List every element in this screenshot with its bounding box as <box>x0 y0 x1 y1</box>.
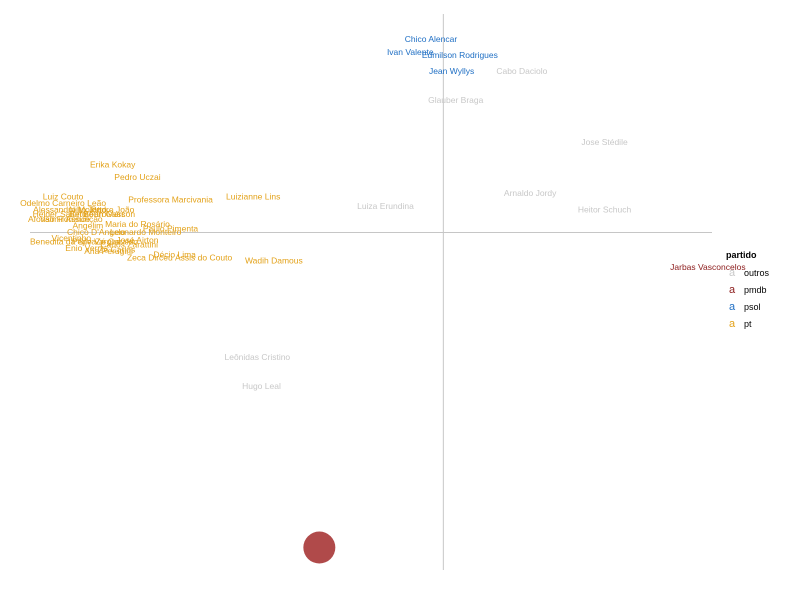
point-label: Jose Stédile <box>581 137 628 147</box>
point-label: Odelmo Carneiro Leão <box>20 198 106 208</box>
point-label: Ana Perugini <box>84 246 133 256</box>
point-label: Vicentinho <box>52 233 92 243</box>
point-label: Cabo Daciolo <box>496 66 547 76</box>
point-label: Beto Faro <box>69 209 107 219</box>
point-label: Glauber Braga <box>428 95 484 105</box>
point-label: Helder Salomão <box>33 209 94 219</box>
point-label: Wadih Damous <box>245 256 303 266</box>
legend-key: a <box>728 300 736 313</box>
point-label: Carlos Zarattini <box>100 240 158 250</box>
point-label: Maria do Rosário <box>105 219 170 229</box>
legend-label: pt <box>744 318 752 329</box>
legend: partido a outros a pmdb a psol a pt <box>726 250 769 332</box>
point-label: Chico Alencar <box>405 34 458 44</box>
point-label: Zé Geraldo <box>96 236 139 246</box>
point-label: Jean Wyllys <box>429 66 474 76</box>
legend-key: a <box>728 266 736 279</box>
point-label: Erika Kokay <box>90 159 136 169</box>
point-label: Zeca Dirceu <box>127 253 173 263</box>
legend-item-outros: a outros <box>726 264 769 281</box>
point-label: Décio Lima <box>153 249 196 259</box>
point-label: Ivan Valente <box>387 47 434 57</box>
point-label: Paulo Pimenta <box>143 224 199 234</box>
point-label: Luiza Erundina <box>357 201 414 211</box>
legend-label: outros <box>744 267 770 278</box>
point-label: Marcon <box>107 209 136 219</box>
point-label: Valmir Assunção <box>40 214 103 224</box>
point-label: Pepe Vargas <box>72 236 121 246</box>
point-label: Padre João <box>91 204 135 214</box>
point-label: Professora Marcivania <box>128 195 213 205</box>
point-label: José Airton <box>116 235 158 245</box>
point-label: Luizianne Lins <box>226 191 280 201</box>
point-label: Benedita da Silva <box>30 236 96 246</box>
point-label: Zé Carlos <box>98 244 135 254</box>
point-label: Assis do Couto <box>175 253 232 263</box>
point-label: Leônidas Cristino <box>224 352 290 362</box>
point-label: Afonso Florence <box>28 214 90 224</box>
point-label: Alessandro Molon <box>33 204 101 214</box>
point-label: Bohn Gass <box>83 209 125 219</box>
point-label: Heitor Schuch <box>578 204 632 214</box>
point-label: Luiz Couto <box>43 191 84 201</box>
point-label: Jarbas Vasconcelos <box>670 262 745 272</box>
legend-item-psol: a psol <box>726 298 769 315</box>
point-label: Enio Verri <box>65 243 102 253</box>
legend-item-pt: a pt <box>726 315 769 332</box>
legend-label: pmdb <box>744 284 767 295</box>
point-label: Pedro Uczai <box>114 172 160 182</box>
legend-title: partido <box>726 250 757 260</box>
point-label: Arnaldo Jordy <box>504 188 557 198</box>
point-label: Nilto Tatto <box>69 204 107 214</box>
legend-item-pmdb: a pmdb <box>726 281 769 298</box>
point-label: Edmilson Rodrigues <box>422 50 498 60</box>
legend-key: a <box>728 317 736 330</box>
highlight-point <box>303 531 336 564</box>
point-label: Chico D'Angelo <box>67 227 126 237</box>
point-label: Leonardo Monteiro <box>110 227 182 237</box>
point-label: Angelim <box>73 220 104 230</box>
point-label: Hugo Leal <box>242 381 281 391</box>
legend-label: psol <box>744 301 761 312</box>
legend-key: a <box>728 283 736 296</box>
